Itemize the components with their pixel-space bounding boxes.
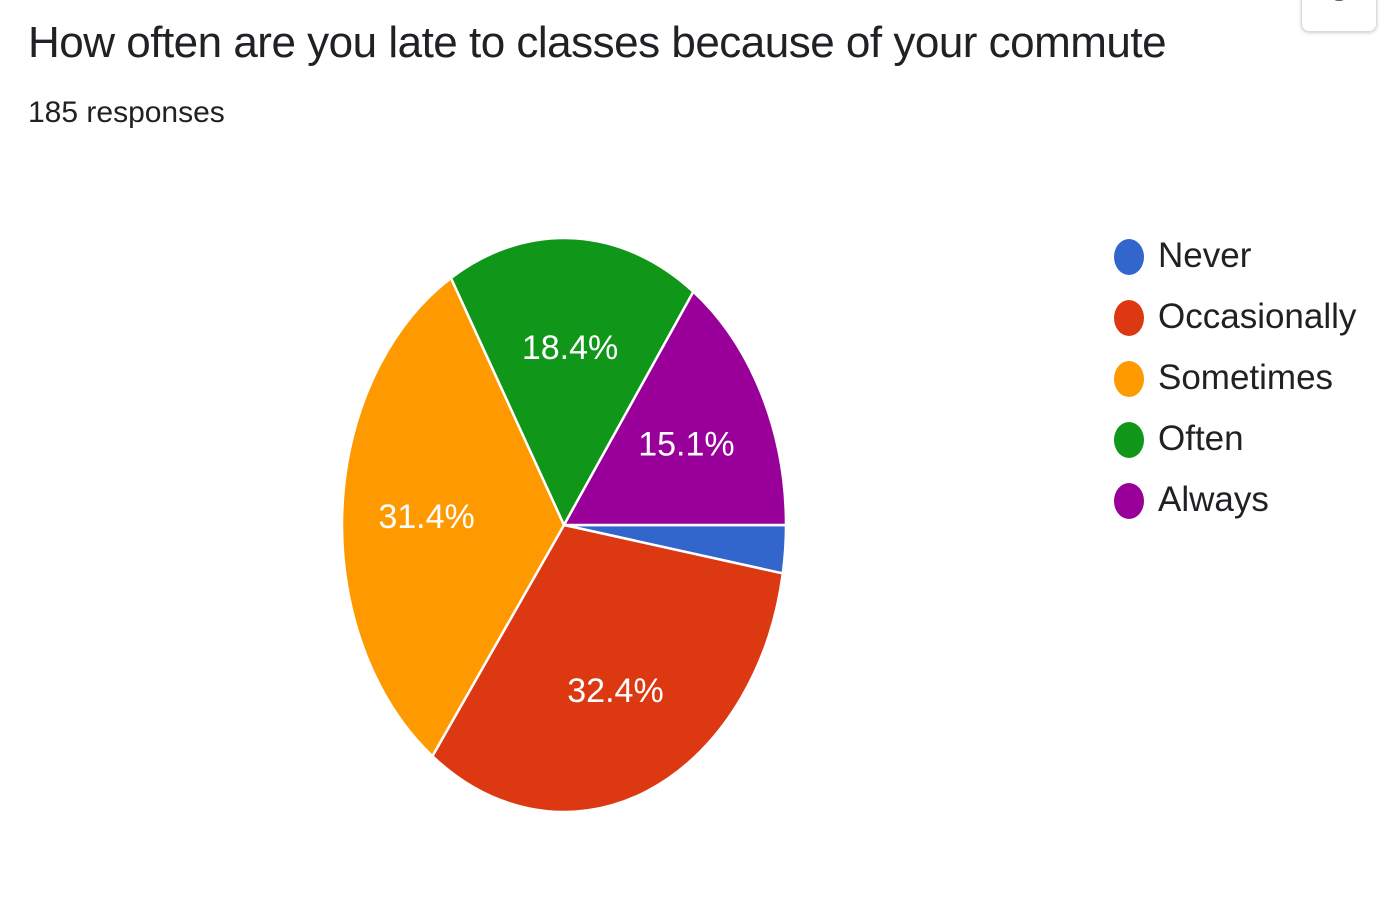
legend-swatch xyxy=(1114,361,1144,397)
legend-label: Occasionally xyxy=(1158,297,1357,336)
legend-swatch xyxy=(1114,422,1144,458)
legend-label: Always xyxy=(1158,480,1269,519)
slice-label-often: 18.4% xyxy=(522,329,618,367)
slice-label-sometimes: 31.4% xyxy=(378,498,474,536)
pie-slice-sometimes[interactable] xyxy=(340,276,566,758)
legend-swatch xyxy=(1114,483,1144,519)
pie-slice-occasionally[interactable] xyxy=(431,523,785,814)
legend-label: Never xyxy=(1158,236,1252,275)
legend-swatch xyxy=(1114,239,1144,275)
chart-title: How often are you late to classes becaus… xyxy=(28,18,1167,67)
response-count: 185 responses xyxy=(28,96,225,129)
slice-label-always: 15.1% xyxy=(638,426,734,464)
legend-swatch xyxy=(1114,300,1144,336)
legend-label: Often xyxy=(1158,419,1244,458)
pie-slice-always[interactable] xyxy=(562,290,788,527)
legend-label: Sometimes xyxy=(1158,358,1334,397)
pie-slice-often[interactable] xyxy=(449,236,695,527)
slice-label-occasionally: 32.4% xyxy=(567,672,663,710)
copy-chart-button[interactable] xyxy=(1301,0,1377,32)
